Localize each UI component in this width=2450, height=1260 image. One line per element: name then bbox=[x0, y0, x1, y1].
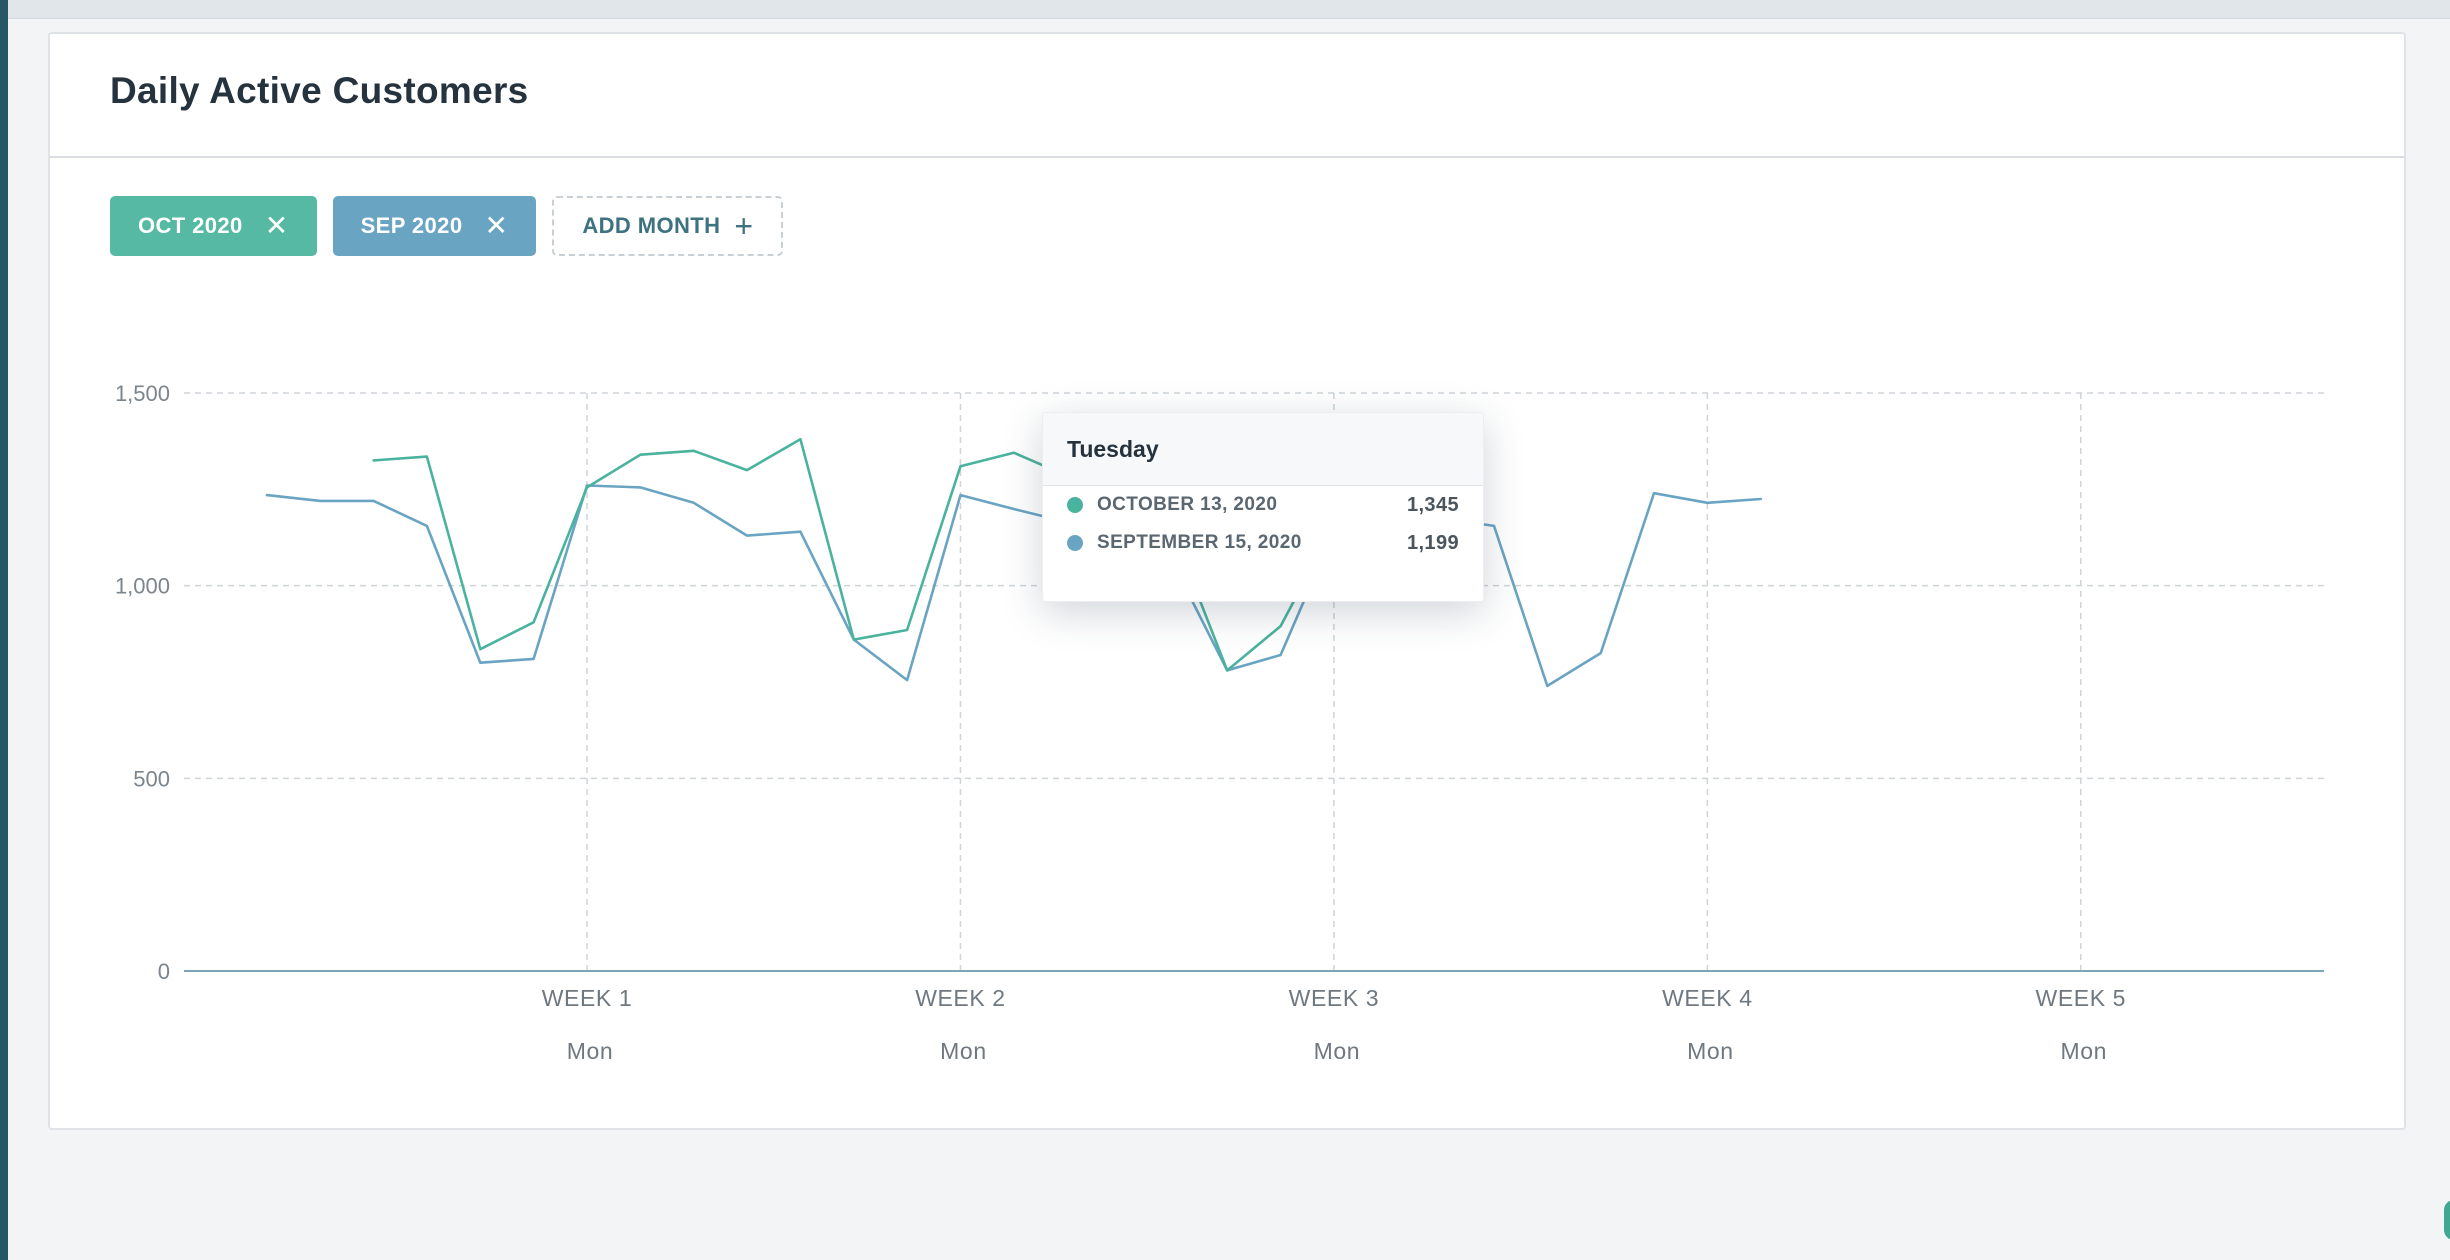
close-icon[interactable]: ✕ bbox=[484, 210, 509, 241]
month-filter-chips: OCT 2020 ✕ SEP 2020 ✕ ADD MONTH + bbox=[110, 196, 784, 256]
month-chip-oct-2020[interactable]: OCT 2020 ✕ bbox=[110, 196, 317, 256]
y-tick-label: 1,500 bbox=[115, 381, 170, 406]
chart-tooltip: Tuesday OCTOBER 13, 2020 1,345 SEPTEMBER… bbox=[1042, 412, 1484, 602]
x-tick-day-label: Mon bbox=[2061, 1038, 2108, 1064]
plus-icon: + bbox=[734, 208, 754, 244]
close-icon[interactable]: ✕ bbox=[264, 210, 289, 241]
x-tick-week-label: WEEK 4 bbox=[1662, 985, 1753, 1011]
x-tick-week-label: WEEK 2 bbox=[915, 985, 1006, 1011]
y-tick-label: 1,000 bbox=[115, 574, 170, 599]
x-tick-week-label: WEEK 1 bbox=[542, 985, 633, 1011]
corner-handle bbox=[2444, 1200, 2450, 1240]
x-tick-day-label: Mon bbox=[1314, 1038, 1361, 1064]
card-header: Daily Active Customers bbox=[50, 34, 2404, 158]
left-edge-strip bbox=[0, 0, 8, 1260]
tooltip-row-value: 1,345 bbox=[1406, 493, 1459, 516]
page-title: Daily Active Customers bbox=[110, 70, 529, 111]
y-tick-label: 500 bbox=[133, 766, 170, 791]
y-tick-label: 0 bbox=[158, 959, 170, 984]
tooltip-row-sep: SEPTEMBER 15, 2020 1,199 bbox=[1043, 524, 1483, 562]
x-tick-day-label: Mon bbox=[567, 1038, 614, 1064]
month-chip-label: SEP 2020 bbox=[360, 213, 463, 238]
tooltip-row-value: 1,199 bbox=[1406, 531, 1459, 554]
x-tick-week-label: WEEK 3 bbox=[1289, 985, 1380, 1011]
x-tick-week-label: WEEK 5 bbox=[2036, 985, 2127, 1011]
tooltip-row-oct: OCTOBER 13, 2020 1,345 bbox=[1043, 486, 1483, 524]
tooltip-title: Tuesday bbox=[1043, 413, 1483, 486]
x-tick-day-label: Mon bbox=[940, 1038, 987, 1064]
legend-dot-icon bbox=[1067, 535, 1083, 551]
top-edge-strip bbox=[8, 0, 2450, 19]
tooltip-row-label: OCTOBER 13, 2020 bbox=[1097, 494, 1278, 515]
tooltip-row-label: SEPTEMBER 15, 2020 bbox=[1097, 532, 1302, 553]
add-month-button[interactable]: ADD MONTH + bbox=[552, 196, 784, 256]
month-chip-label: OCT 2020 bbox=[138, 213, 243, 238]
month-chip-sep-2020[interactable]: SEP 2020 ✕ bbox=[332, 196, 537, 256]
series-line-sep-2020 bbox=[265, 484, 1762, 688]
x-tick-day-label: Mon bbox=[1687, 1038, 1734, 1064]
legend-dot-icon bbox=[1067, 497, 1083, 513]
add-month-label: ADD MONTH bbox=[582, 213, 721, 238]
